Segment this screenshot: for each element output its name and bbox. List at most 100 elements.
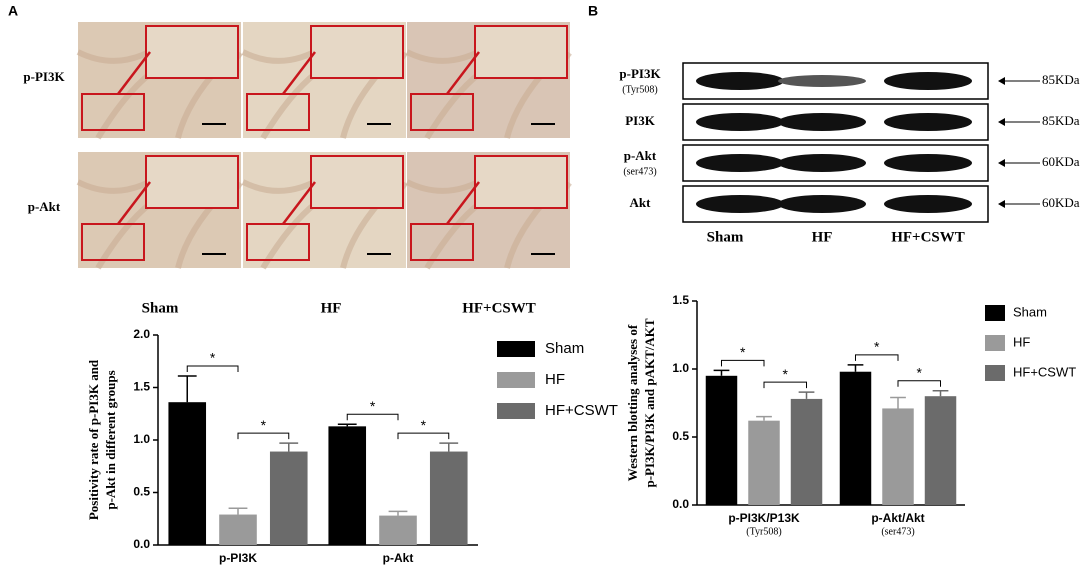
legend-swatch: [985, 335, 1005, 351]
error-bar: [228, 507, 248, 515]
significance-bracket: [720, 359, 765, 367]
size-arrowhead: [998, 77, 1005, 85]
bar: [924, 396, 957, 505]
legend-label: HF: [1013, 334, 1030, 349]
significance-label: *: [421, 417, 427, 433]
bar: [328, 426, 367, 545]
bar: [269, 451, 308, 545]
band-label: p-PI3K: [619, 66, 661, 81]
significance-label: *: [261, 417, 267, 433]
region-box: [246, 223, 310, 261]
x-tick-sublabel: (ser473): [881, 526, 914, 537]
error-bar: [756, 415, 772, 421]
legend-swatch: [985, 305, 1005, 321]
column-label: HF: [321, 300, 342, 316]
significance-bracket: [237, 432, 290, 440]
x-tick-label: p-Akt: [383, 551, 414, 565]
region-box: [410, 93, 474, 131]
arrow: [282, 51, 316, 95]
legend-label: HF+CSWT: [1013, 364, 1076, 379]
size-arrowhead: [998, 200, 1005, 208]
y-axis-label: Western blotting analyses of p-PI3K/PI3K …: [625, 318, 657, 487]
blot-band: [884, 154, 972, 172]
y-tick-label: 0.0: [672, 497, 689, 511]
inset-box: [310, 25, 404, 79]
blot-band: [884, 72, 972, 90]
size-arrowhead: [998, 159, 1005, 167]
y-tick-label: 0.5: [133, 485, 150, 499]
significance-bracket: [397, 432, 450, 440]
legend-swatch: [497, 341, 535, 357]
error-bar: [847, 364, 864, 372]
band-size: 60KDa: [1042, 154, 1080, 169]
bar: [790, 398, 823, 505]
y-tick-label: 1.5: [672, 293, 689, 307]
band-sublabel: (ser473): [623, 166, 656, 177]
bar: [429, 451, 468, 545]
significance-bracket: [854, 354, 899, 361]
blot-band: [778, 154, 866, 172]
error-bar: [932, 390, 949, 397]
error-bar: [713, 369, 730, 376]
band-size: 60KDa: [1042, 195, 1080, 210]
arrow: [117, 51, 151, 95]
band-label: p-Akt: [624, 148, 657, 163]
panel-label: B: [588, 3, 598, 19]
x-tick-sublabel: (Tyr508): [746, 526, 781, 537]
bar: [882, 408, 914, 505]
row-label: p-Akt: [28, 199, 61, 214]
significance-label: *: [874, 339, 880, 355]
error-bar: [439, 442, 459, 452]
blot-band: [696, 113, 784, 131]
inset-box: [310, 155, 404, 209]
y-tick-label: 1.0: [672, 361, 689, 375]
band-size: 85KDa: [1042, 113, 1080, 128]
arrow: [282, 181, 316, 225]
bar: [168, 402, 207, 545]
lane-label: Sham: [707, 229, 744, 245]
bar: [219, 514, 257, 545]
blot-band: [884, 113, 972, 131]
column-label: HF+CSWT: [462, 300, 536, 316]
error-bar: [798, 391, 815, 399]
legend-label: Sham: [1013, 304, 1047, 319]
blot-band: [696, 154, 784, 172]
y-tick-label: 1.5: [133, 380, 150, 394]
error-bar: [337, 423, 357, 427]
band-label: PI3K: [625, 113, 656, 128]
panel-label: A: [8, 3, 18, 19]
inset-box: [145, 155, 239, 209]
significance-label: *: [740, 344, 746, 360]
significance-bracket: [346, 413, 399, 421]
y-axis-label-line: p-Akt in different groups: [103, 370, 118, 509]
bar: [379, 515, 417, 545]
region-box: [246, 93, 310, 131]
x-tick-label: p-PI3K/P13K: [728, 511, 800, 525]
y-tick-label: 1.0: [133, 432, 150, 446]
legend-label: HF+CSWT: [545, 402, 618, 419]
legend-swatch: [985, 365, 1005, 381]
arrow: [117, 181, 151, 225]
legend-swatch: [497, 403, 535, 419]
blot-band: [778, 113, 866, 131]
significance-label: *: [783, 366, 789, 382]
lane-label: HF: [812, 229, 833, 245]
error-bar: [279, 442, 299, 452]
band-size: 85KDa: [1042, 72, 1080, 87]
significance-label: *: [370, 398, 376, 414]
y-tick-label: 0.0: [133, 537, 150, 551]
region-box: [81, 93, 145, 131]
band-sublabel: (Tyr508): [622, 84, 657, 95]
lane-label: HF+CSWT: [891, 229, 965, 245]
arrow: [446, 181, 480, 225]
bar: [748, 420, 780, 505]
y-axis-label-line: Western blotting analyses of: [625, 324, 640, 481]
row-label: p-PI3K: [23, 69, 65, 84]
size-arrowhead: [998, 118, 1005, 126]
bar: [839, 371, 872, 505]
region-box: [81, 223, 145, 261]
significance-bracket: [897, 380, 942, 387]
legend-swatch: [497, 372, 535, 388]
error-bar: [388, 510, 408, 516]
